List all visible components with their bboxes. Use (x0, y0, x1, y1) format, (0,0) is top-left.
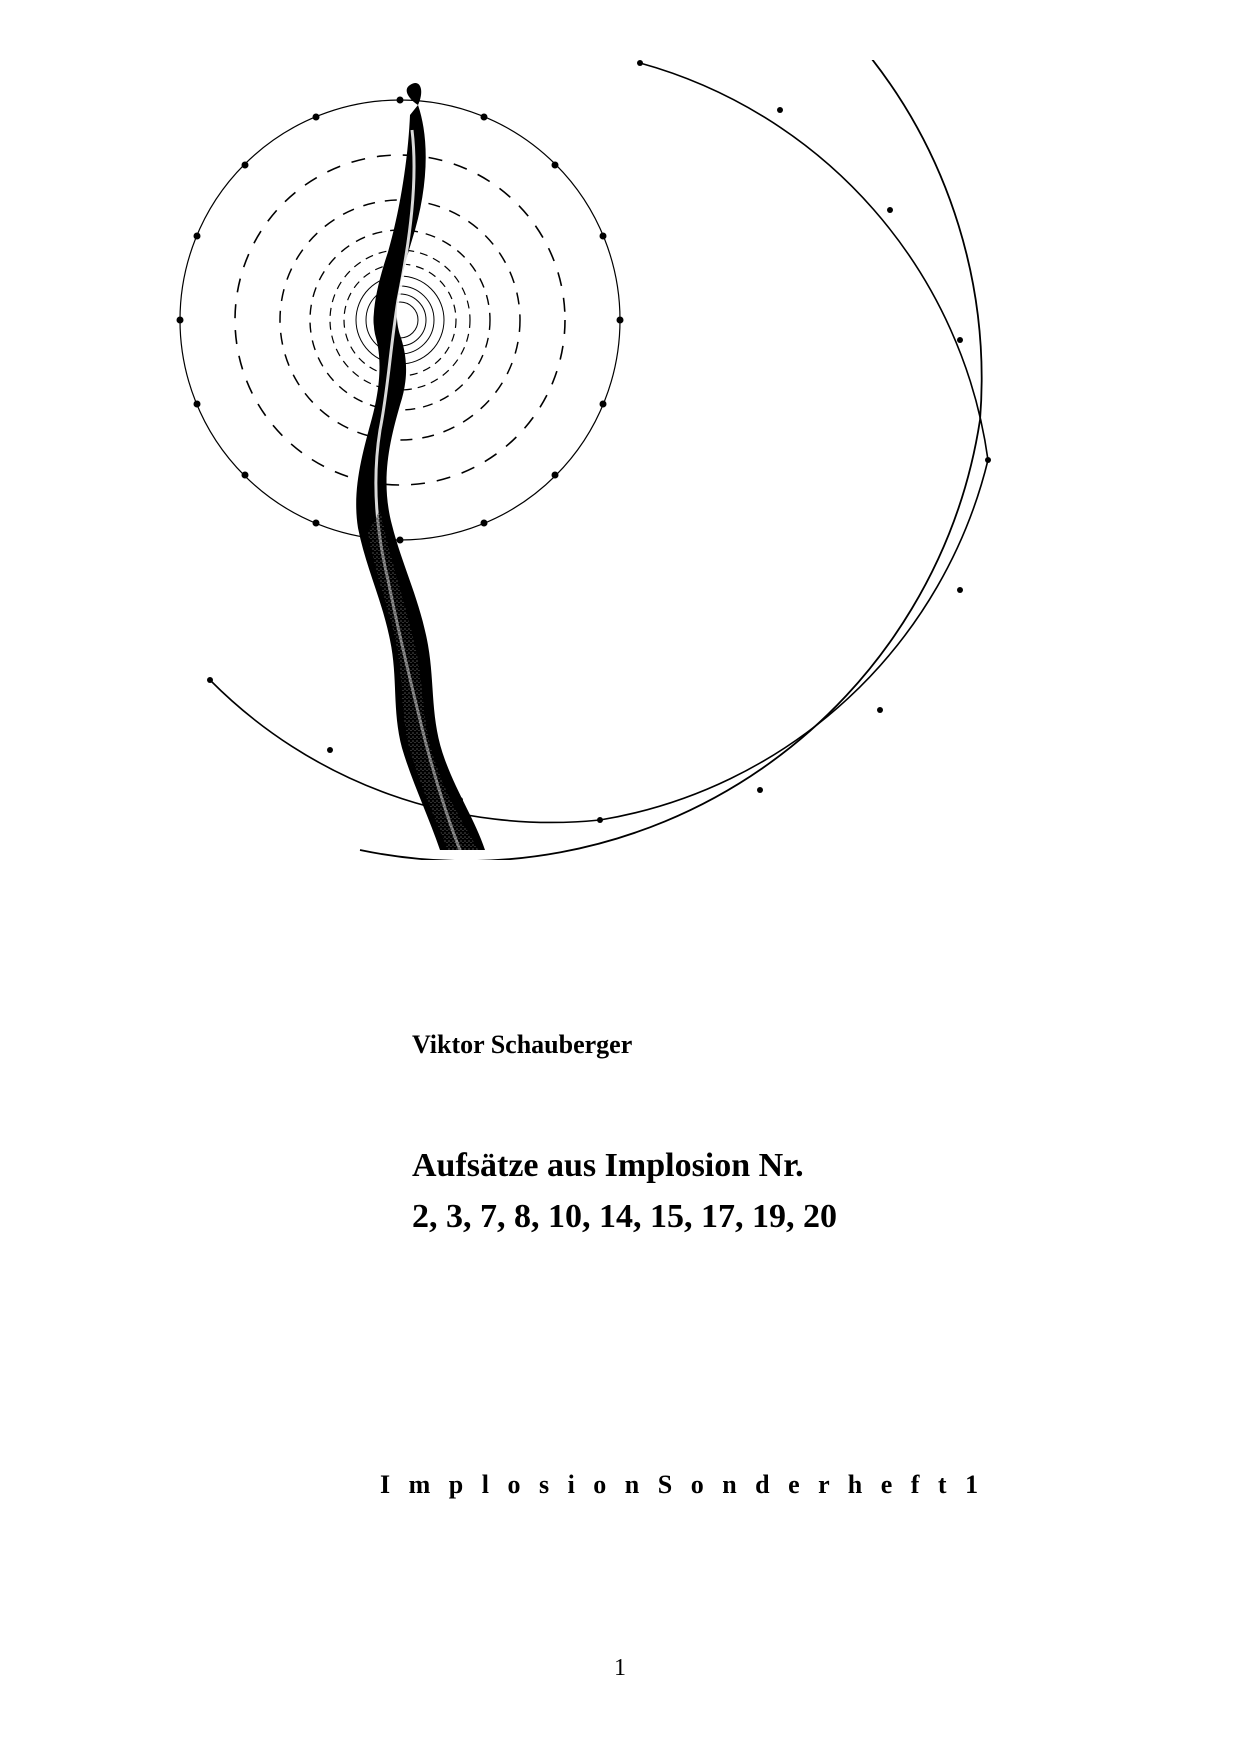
title-line-1: Aufsätze aus Implosion Nr. (412, 1147, 804, 1184)
author-name: Viktor Schauberger (412, 1030, 632, 1060)
vortex-tendril (356, 83, 485, 850)
concentric-circles (177, 97, 624, 544)
title-line-2: 2, 3, 7, 8, 10, 14, 15, 17, 19, 20 (412, 1198, 837, 1235)
document-title: Aufsätze aus Implosion Nr. 2, 3, 7, 8, 1… (412, 1140, 1112, 1242)
document-subtitle: I m p l o s i o n S o n d e r h e f t 1 (380, 1470, 984, 1500)
document-page: Viktor Schauberger Aufsätze aus Implosio… (0, 0, 1240, 1755)
outer-arc (207, 60, 991, 860)
page-number: 1 (614, 1655, 626, 1682)
spiral-vortex-illustration (80, 60, 1000, 860)
